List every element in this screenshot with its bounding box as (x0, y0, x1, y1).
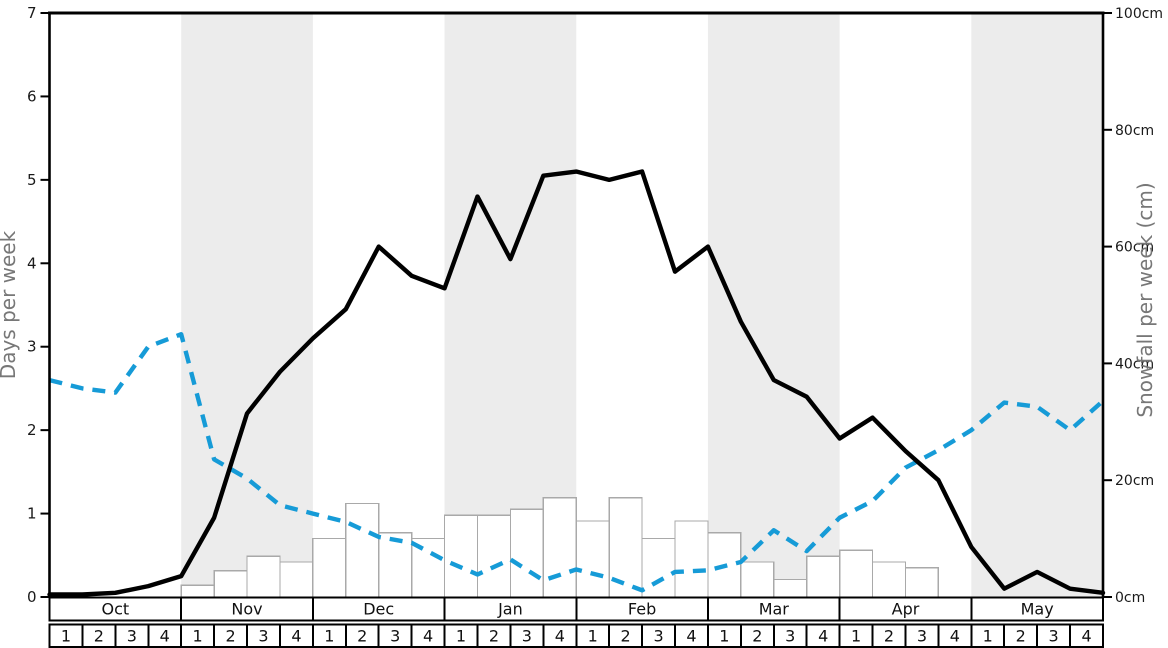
month-label-nov: Nov (231, 600, 262, 619)
snowfall-bar-week-11 (378, 532, 413, 598)
week-label-6: 2 (225, 626, 235, 645)
week-label-1: 1 (61, 626, 71, 645)
week-label-23: 3 (785, 626, 795, 645)
left-tick-label-6: 6 (27, 87, 37, 105)
month-label-feb: Feb (628, 600, 656, 619)
snowfall-bar-week-17 (575, 520, 610, 598)
week-label-3: 3 (127, 626, 137, 645)
week-label-17: 1 (588, 626, 598, 645)
days-per-week-dashed-line (48, 332, 1105, 593)
week-label-19: 3 (653, 626, 663, 645)
left-axis-title: Days per week (0, 230, 20, 379)
snowfall-bar-week-23 (773, 578, 808, 598)
week-label-22: 2 (752, 626, 762, 645)
right-tick-label-80: 80cm (1115, 123, 1154, 139)
week-label-32: 4 (1081, 626, 1091, 645)
week-label-14: 2 (489, 626, 499, 645)
left-tick-label-1: 1 (27, 505, 37, 523)
left-tick-label-2: 2 (27, 421, 37, 439)
right-tick-label-60: 60cm (1115, 240, 1154, 256)
snowfall-bar-week-20 (674, 520, 709, 598)
week-label-21: 1 (719, 626, 729, 645)
week-label-13: 1 (456, 626, 466, 645)
week-label-24: 4 (818, 626, 828, 645)
left-tick-label-0: 0 (27, 588, 37, 606)
week-label-5: 1 (193, 626, 203, 645)
month-label-jan: Jan (497, 600, 523, 619)
right-tick-label-100: 100cm (1115, 6, 1163, 22)
snowfall-bar-week-6 (213, 570, 248, 598)
snowfall-bar-week-18 (608, 497, 643, 598)
right-tick-label-40: 40cm (1115, 356, 1154, 372)
shaded-band-nov (181, 13, 313, 597)
snowfall-bar-week-5 (180, 584, 215, 598)
week-label-2: 2 (94, 626, 104, 645)
snowfall-bar-week-19 (641, 537, 676, 598)
snowfall-bar-week-24 (806, 555, 841, 598)
snowfall-bar-week-10 (345, 502, 380, 598)
month-label-mar: Mar (759, 600, 790, 619)
week-label-29: 1 (983, 626, 993, 645)
week-label-18: 2 (621, 626, 631, 645)
snowfall-bar-week-16 (542, 497, 577, 598)
week-label-28: 4 (950, 626, 960, 645)
right-tick-label-20: 20cm (1115, 473, 1154, 489)
snowfall-bar-week-27 (904, 567, 940, 598)
left-tick-label-7: 7 (27, 4, 37, 22)
left-tick-label-4: 4 (27, 254, 37, 272)
week-label-10: 2 (357, 626, 367, 645)
shaded-band-mar (707, 13, 840, 597)
snowfall-bar-week-13 (443, 514, 479, 598)
month-cell-may (970, 596, 1104, 622)
week-label-9: 1 (324, 626, 334, 645)
snowfall-bar-week-14 (476, 514, 512, 598)
snowfall-bar-week-8 (279, 561, 314, 598)
month-label-may: May (1021, 600, 1054, 619)
month-label-oct: Oct (102, 600, 130, 619)
month-label-dec: Dec (363, 600, 394, 619)
right-axis-title: Snowfall per week (cm) (1133, 182, 1157, 417)
left-tick-label-5: 5 (27, 171, 37, 189)
week-label-26: 2 (884, 626, 894, 645)
snowfall-bar-week-15 (509, 508, 544, 598)
snowfall-bar-week-22 (740, 561, 775, 598)
week-label-11: 3 (390, 626, 400, 645)
week-label-31: 3 (1049, 626, 1059, 645)
week-label-7: 3 (258, 626, 268, 645)
week-label-8: 4 (291, 626, 301, 645)
right-tick-label-0: 0cm (1115, 590, 1145, 606)
week-label-27: 3 (917, 626, 927, 645)
shaded-band-may (971, 13, 1103, 597)
week-cell-32 (1069, 623, 1104, 648)
snowfall-bar-week-7 (246, 555, 281, 598)
left-tick-label-3: 3 (27, 338, 37, 356)
snowfall-bar-week-25 (838, 549, 874, 598)
snowfall-bar-week-26 (871, 561, 907, 598)
week-label-30: 2 (1016, 626, 1026, 645)
snowfall-bar-week-9 (312, 537, 347, 598)
month-label-apr: Apr (892, 600, 920, 619)
days-per-week-solid-line (47, 169, 1106, 597)
week-label-16: 4 (555, 626, 565, 645)
week-label-15: 3 (522, 626, 532, 645)
week-label-12: 4 (423, 626, 433, 645)
week-label-4: 4 (160, 626, 170, 645)
week-label-20: 4 (686, 626, 696, 645)
week-label-25: 1 (851, 626, 861, 645)
